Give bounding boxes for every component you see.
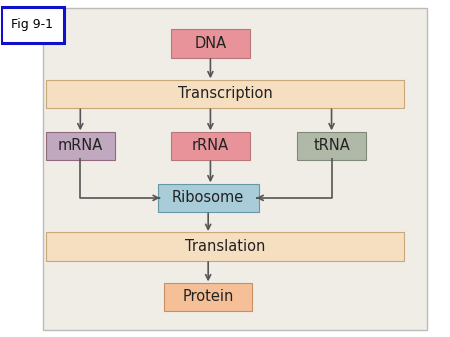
Text: DNA: DNA [194, 36, 226, 51]
Text: tRNA: tRNA [313, 139, 350, 153]
FancyBboxPatch shape [164, 283, 252, 311]
Text: rRNA: rRNA [192, 139, 229, 153]
FancyBboxPatch shape [43, 8, 427, 330]
Text: Fig 9-1: Fig 9-1 [11, 18, 53, 31]
FancyBboxPatch shape [297, 131, 366, 160]
FancyBboxPatch shape [158, 184, 259, 212]
FancyBboxPatch shape [45, 80, 405, 108]
FancyBboxPatch shape [171, 29, 250, 58]
FancyBboxPatch shape [1, 7, 63, 43]
Text: Ribosome: Ribosome [172, 190, 244, 205]
FancyBboxPatch shape [45, 131, 115, 160]
FancyBboxPatch shape [171, 131, 250, 160]
Text: Translation: Translation [185, 239, 265, 254]
FancyBboxPatch shape [45, 232, 405, 261]
Text: mRNA: mRNA [58, 139, 103, 153]
Text: Transcription: Transcription [178, 86, 272, 101]
Text: Protein: Protein [183, 289, 234, 304]
